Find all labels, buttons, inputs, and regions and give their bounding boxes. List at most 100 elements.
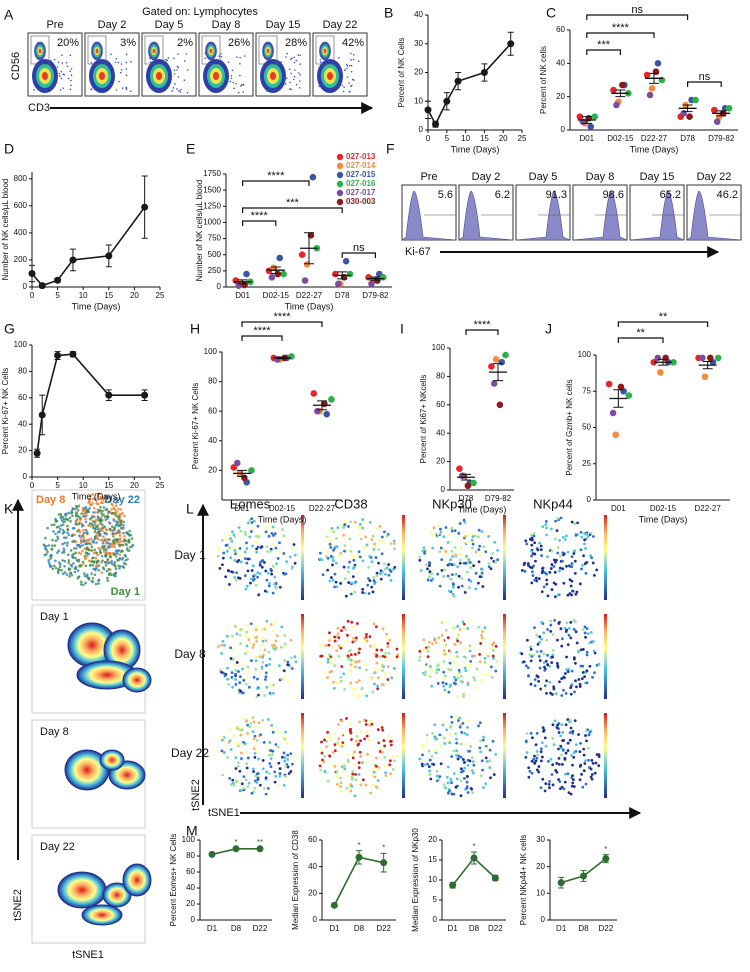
tsne-dot <box>545 583 548 586</box>
flow-dot <box>187 92 189 94</box>
tsne-dot <box>455 573 458 576</box>
series-line <box>32 207 145 285</box>
y-axis-label: Percent of Gzmb+ NK cells <box>565 379 574 475</box>
tsne-dot <box>275 562 278 565</box>
tsne-dot <box>590 768 593 771</box>
tsne-dot <box>530 648 533 651</box>
tsne-dot <box>592 762 595 765</box>
tsne-dot <box>442 535 445 538</box>
tsne-dot <box>389 740 392 743</box>
tsne-dot <box>123 515 126 518</box>
tsne-dot <box>460 771 463 774</box>
tsne-dot <box>240 530 243 533</box>
tsne-dot <box>527 766 530 769</box>
tsne-dot <box>478 746 481 749</box>
tsne-dot <box>240 757 243 760</box>
tsne-dot <box>333 664 336 667</box>
tsne-dot <box>422 648 425 651</box>
tsne-dot <box>355 681 358 684</box>
tsne-dot <box>585 740 588 743</box>
tsne-dot <box>332 681 335 684</box>
tsne-dot <box>571 732 574 735</box>
tsne-dot <box>373 643 376 646</box>
tsne-dot <box>459 547 462 550</box>
tsne-dot <box>255 626 258 629</box>
tsne-dot <box>443 722 446 725</box>
plot-label: Day 2 <box>472 171 501 183</box>
flow-dot <box>115 61 117 63</box>
tsne-dot <box>469 660 472 663</box>
tsne-dot <box>114 565 117 568</box>
tsne-dot <box>465 743 468 746</box>
tsne-dot <box>598 755 601 758</box>
tsne-dot <box>490 665 493 668</box>
tsne-dot <box>548 571 551 574</box>
tsne-dot <box>238 553 241 556</box>
x-tick-label: D22 <box>488 924 503 933</box>
x-axis-label: Time (Days) <box>630 144 679 154</box>
flow-dot <box>349 65 351 67</box>
tsne-dot <box>255 695 258 698</box>
tsne-dot <box>84 518 87 521</box>
tsne-dot <box>540 747 543 750</box>
tsne-dot <box>109 556 112 559</box>
tsne-dot <box>555 762 558 765</box>
y-tick-label: 15 <box>428 855 437 864</box>
tsne-dot <box>430 531 433 534</box>
tsne-dot <box>217 645 220 648</box>
tsne-dot <box>552 685 555 688</box>
tsne-dot <box>254 756 257 759</box>
tsne-dot <box>428 765 431 768</box>
tsne-dot <box>541 778 544 781</box>
tsne-dot <box>493 541 496 544</box>
tsne-dot <box>233 784 236 787</box>
point <box>335 280 342 287</box>
tsne-dot <box>464 669 467 672</box>
tsne-dot <box>487 663 490 666</box>
tsne-dot <box>92 564 95 567</box>
tsne-dot <box>114 573 117 576</box>
tsne-dot <box>443 783 446 786</box>
tsne-dot <box>78 516 81 519</box>
flow-dot <box>125 68 127 70</box>
tsne-dot <box>392 768 395 771</box>
tsne-dot <box>256 687 259 690</box>
tsne-dot <box>226 550 229 553</box>
tsne-dot <box>355 779 358 782</box>
tsne-dot <box>109 543 112 546</box>
tsne-dot <box>455 695 458 698</box>
tsne-dot <box>347 775 350 778</box>
tsne-dot <box>388 652 391 655</box>
point <box>606 381 613 388</box>
tsne-dot <box>566 718 569 721</box>
point <box>425 106 432 113</box>
flow-dot <box>126 87 128 89</box>
flow-dot <box>347 76 349 78</box>
tsne-dot <box>250 517 253 520</box>
tsne-dot <box>255 750 258 753</box>
tsne-dot <box>233 734 236 737</box>
tsne-dot <box>580 548 583 551</box>
tsne-dot <box>98 510 101 513</box>
tsne-dot <box>242 741 245 744</box>
flow-dot <box>180 89 182 91</box>
y-axis-label: Percent Eomes+ NK Cells <box>169 834 178 927</box>
tsne-dot <box>285 572 288 575</box>
tsne-dot <box>373 672 376 675</box>
tsne-dot <box>561 560 564 563</box>
tsne-dot <box>249 582 252 585</box>
tsne-dot <box>92 511 95 514</box>
tsne-dot <box>247 624 250 627</box>
tsne-dot <box>584 734 587 737</box>
tsne-dot <box>587 759 590 762</box>
tsne-dot <box>583 538 586 541</box>
tsne-dot <box>244 677 247 680</box>
tsne-dot <box>265 671 268 674</box>
x-tick-label: D02-15 <box>607 134 634 143</box>
y-tick-label: 40 <box>436 428 445 437</box>
tsne-dot <box>442 681 445 684</box>
y-tick-label: 0 <box>23 282 28 291</box>
tsne-dot <box>436 779 439 782</box>
tsne-dot <box>119 534 122 537</box>
tsne-dot <box>81 544 84 547</box>
